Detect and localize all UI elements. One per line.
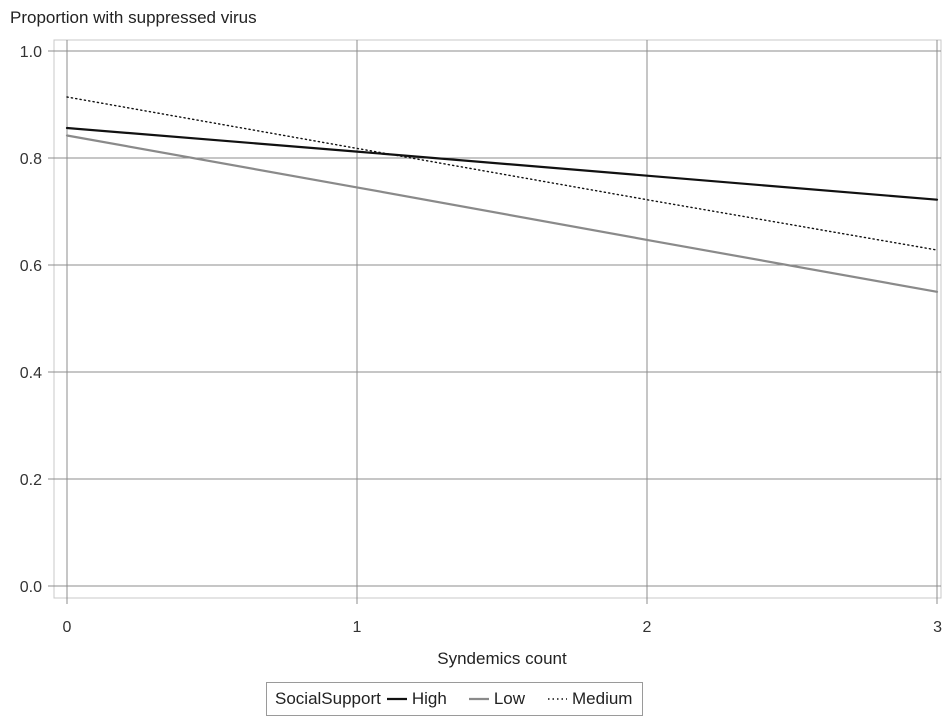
legend-swatch-low — [468, 697, 489, 701]
legend: SocialSupport High Low Medium — [266, 682, 644, 716]
x-axis-title: Syndemics count — [437, 649, 567, 668]
x-tick-label: 0 — [63, 619, 72, 636]
series-line-high — [65, 126, 939, 201]
x-tick-label: 1 — [353, 619, 362, 636]
y-tick-label: 0.0 — [20, 579, 42, 596]
legend-label-low: Low — [493, 689, 525, 708]
legend-title: SocialSupport — [275, 689, 381, 708]
legend-entry-medium: Medium — [547, 689, 632, 709]
y-tick-label: 0.8 — [20, 151, 42, 168]
y-tick-label: 0.4 — [20, 365, 42, 382]
y-tick-label: 0.6 — [20, 258, 42, 275]
legend-entry-high: High — [386, 689, 447, 709]
y-tick-label: 1.0 — [20, 44, 42, 61]
x-tick-label: 2 — [643, 619, 652, 636]
chart: Proportion with suppressed virus 0.00.20… — [10, 8, 942, 668]
chart-title: Proportion with suppressed virus — [10, 8, 257, 27]
legend-swatch-medium — [548, 698, 567, 700]
tick-labels: 0.0 0.2 0.4 0.6 0.8 1.0 0 1 2 3 — [20, 44, 942, 636]
legend-label-high: High — [411, 689, 447, 708]
plot-frame — [53, 39, 942, 599]
legend-swatch-high — [386, 697, 407, 701]
grid — [48, 39, 942, 604]
legend-entry-low: Low — [468, 689, 525, 709]
series-line-low — [65, 134, 939, 293]
x-tick-label: 3 — [933, 619, 942, 636]
legend-label-medium: Medium — [572, 689, 633, 708]
series-lines — [65, 96, 939, 293]
series-line-medium — [66, 96, 938, 251]
y-tick-label: 0.2 — [20, 472, 42, 489]
